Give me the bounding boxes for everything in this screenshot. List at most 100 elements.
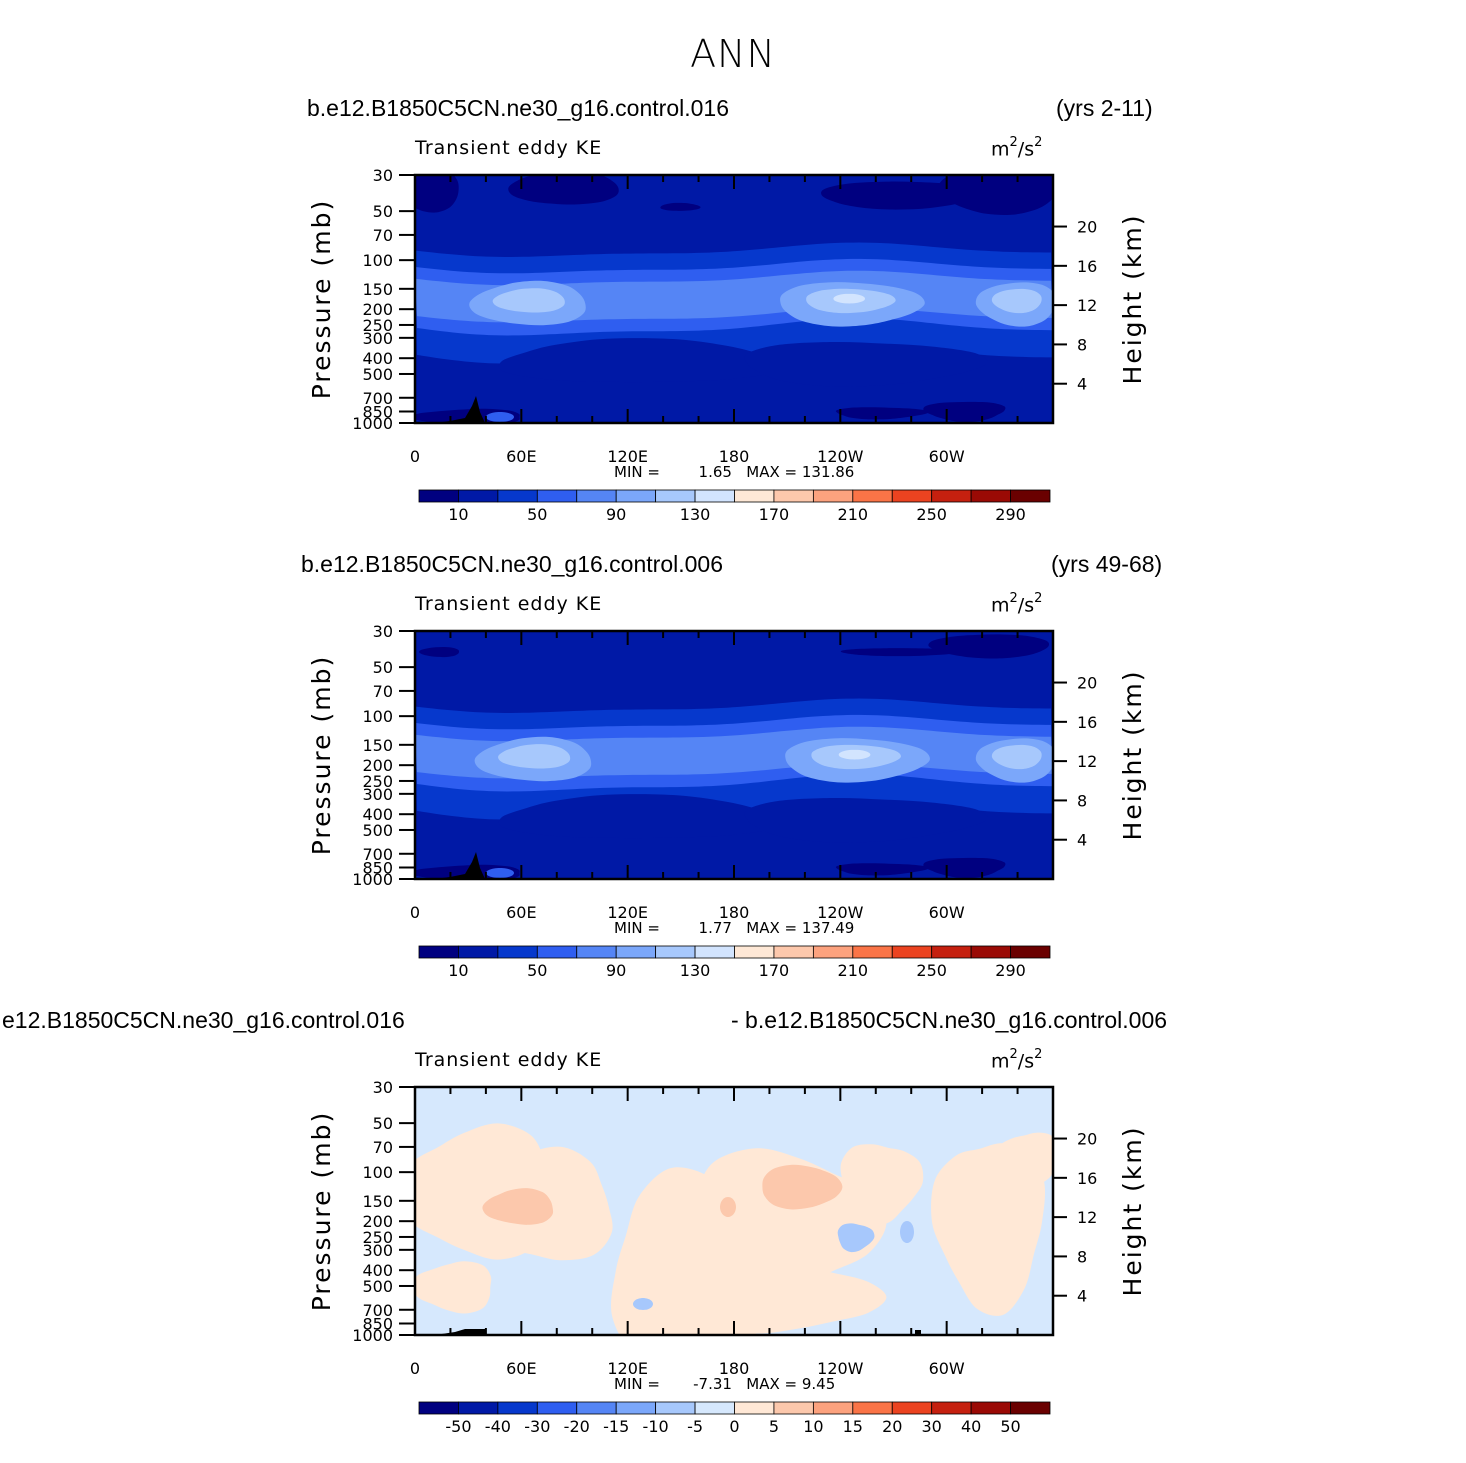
strat-min-region [415,175,459,213]
colorbar-box [812,489,854,503]
y-tick-label: 150 [362,1192,393,1211]
colorbar-label: 170 [759,961,790,980]
y-tick-label: 250 [362,1228,393,1247]
y-tick-label: 700 [362,389,393,408]
y-tick-label: 500 [362,821,393,840]
y2-tick-label: 4 [1077,375,1087,394]
colorbar-box [458,489,499,503]
x-tick-label: 120E [607,1359,648,1378]
y-tick-label: 850 [362,859,393,878]
colorbar-label: 250 [916,961,947,980]
positive-core [720,1197,736,1217]
panel2-colorbar: 10 50 90 130 170 210 250 290 [418,945,1051,980]
y-tick-label: 30 [373,1078,393,1097]
panel2-plot: 3050701001502002503004005007008501000201… [307,622,1147,980]
y-tick-label: 70 [373,682,393,701]
strat-min-region [419,646,460,658]
x-tick-label: 120W [817,903,864,922]
colorbar-box [497,945,538,959]
y-tick-label: 500 [362,365,393,384]
figure-title: ANN [690,32,776,76]
colorbar-label: -5 [687,1417,703,1436]
x-tick-label: 60E [506,1359,536,1378]
y-axis-label: Pressure (mb) [307,655,336,855]
colorbar-label: 40 [961,1417,981,1436]
colorbar-label: -20 [564,1417,590,1436]
colorbar-label: 50 [527,505,547,524]
positive-core [482,1188,554,1225]
colorbar-box [655,489,696,503]
surface-max [486,412,514,422]
colorbar-label: 130 [680,961,711,980]
colorbar-box [458,945,499,959]
x-tick-label: 180 [719,1359,750,1378]
y2-axis-label: Height (km) [1118,1126,1147,1297]
y-tick-label: 700 [362,845,393,864]
panel1-subtitle: Transient eddy KE [415,137,603,159]
colorbar-box [852,945,893,959]
colorbar-box [931,1401,972,1415]
y-tick-label: 250 [362,772,393,791]
panel2-stats: MIN = 1.77 MAX = 137.49 [614,919,855,937]
colorbar-box [694,945,735,959]
colorbar-box [734,945,775,959]
colorbar-box [852,489,893,503]
x-tick-label: 60E [506,903,536,922]
colorbar-box [773,1401,814,1415]
jet-core-130 [991,744,1042,770]
colorbar-label: 290 [995,961,1026,980]
colorbar-label: 0 [729,1417,739,1436]
colorbar-box [891,1401,933,1415]
y2-tick-label: 16 [1077,1169,1097,1188]
topography-mask [435,1329,486,1335]
x-tick-label: 120W [817,1359,864,1378]
positive-region [840,1144,924,1227]
positive-region [931,1143,1046,1316]
jet-core-max [838,749,871,760]
y-tick-label: 200 [362,300,393,319]
colorbar-box [418,1401,459,1415]
panel1-plot: 3050701001502002503004005007008501000201… [307,166,1147,524]
y-tick-label: 700 [362,1301,393,1320]
panel1-case-label: b.e12.B1850C5CN.ne30_g16.control.016 [307,95,729,121]
panel2-units: m2/s2 [991,591,1043,617]
y2-axis-label: Height (km) [1118,214,1147,385]
positive-region [997,1132,1053,1185]
strat-min-region [840,648,962,657]
y-tick-label: 100 [362,1163,393,1182]
panel3-plot: 3050701001502002503004005007008501000201… [307,1078,1147,1436]
panel2-years-label: (yrs 49-68) [1051,551,1163,577]
y-tick-label: 30 [373,166,393,185]
colorbar-box [812,945,854,959]
panel1-field [415,175,1053,423]
x-tick-label: 120E [607,447,648,466]
colorbar-label: 250 [916,505,947,524]
colorbar-box [497,489,538,503]
colorbar-box [812,1401,854,1415]
y-tick-label: 850 [362,403,393,422]
colorbar-label: 10 [448,961,468,980]
y-axis-label: Pressure (mb) [307,199,336,399]
x-tick-label: 0 [410,447,420,466]
colorbar-box [1010,1401,1051,1415]
y-tick-label: 500 [362,1277,393,1296]
y-tick-label: 300 [362,1241,393,1260]
colorbar-label: 170 [759,505,790,524]
x-tick-label: 120W [817,447,864,466]
colorbar-label: -10 [643,1417,669,1436]
y2-tick-label: 8 [1077,1247,1087,1266]
colorbar-box [891,945,933,959]
y-tick-label: 1000 [352,1326,393,1345]
y2-tick-label: 8 [1077,791,1087,810]
panel1-years-label: (yrs 2-11) [1056,95,1153,121]
colorbar-label: 210 [838,505,869,524]
colorbar-box [536,1401,578,1415]
colorbar-box [970,1401,1011,1415]
x-tick-label: 180 [719,903,750,922]
x-tick-label: 0 [410,1359,420,1378]
y-tick-label: 200 [362,1212,393,1231]
negative-core [837,1223,875,1253]
colorbar-box [576,489,617,503]
colorbar-label: -50 [445,1417,471,1436]
y-tick-label: 850 [362,1315,393,1334]
